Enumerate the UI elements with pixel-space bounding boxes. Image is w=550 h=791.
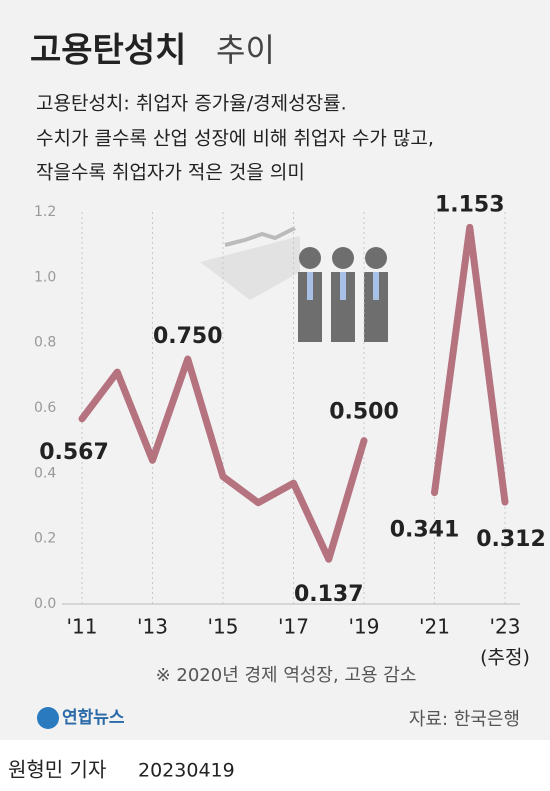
y-tick-label: 1.2 xyxy=(34,204,56,220)
chart-title-suffix: 추이 xyxy=(216,31,275,69)
value-label: 0.500 xyxy=(329,400,399,425)
x-tick-label: '23 xyxy=(490,615,521,639)
x-tick-label: '11 xyxy=(67,615,98,639)
y-tick-label: 0.6 xyxy=(34,400,56,416)
value-label: 0.567 xyxy=(39,440,109,465)
chart-title: 고용탄성치 xyxy=(30,31,186,71)
value-label: 1.153 xyxy=(435,192,505,217)
x-tick-label: '17 xyxy=(278,615,309,639)
date: 20230419 xyxy=(138,760,235,782)
y-tick-label: 0.8 xyxy=(34,335,56,351)
logo-icon xyxy=(37,707,59,729)
x-tick-label: '13 xyxy=(137,615,168,639)
byline: 원형민 기자 xyxy=(8,758,106,782)
subtitle: 고용탄성치: 취업자 증가율/경제성장률. xyxy=(36,93,347,115)
x-tick-label: '15 xyxy=(208,615,239,639)
x-tick-note: (추정) xyxy=(480,647,530,669)
line xyxy=(78,223,509,563)
y-tick-label: 1.0 xyxy=(34,269,56,285)
subtitle: 작을수록 취업자가 적은 것을 의미 xyxy=(36,162,305,184)
y-tick-label: 0.2 xyxy=(34,531,56,547)
value-label: 0.341 xyxy=(390,518,460,543)
y-tick-label: 0.0 xyxy=(34,596,56,612)
value-label: 0.137 xyxy=(294,582,364,607)
value-label: 0.312 xyxy=(476,527,546,552)
y-tick-label: 0.4 xyxy=(34,465,56,481)
note: ※ 2020년 경제 역성장, 고용 감소 xyxy=(156,665,417,686)
subtitle: 수치가 클수록 산업 성장에 비해 취업자 수가 많고, xyxy=(36,128,434,150)
x-tick-label: '19 xyxy=(349,615,380,639)
logo: 연합뉴스 xyxy=(62,707,125,728)
illustration xyxy=(200,226,388,342)
background xyxy=(0,0,550,740)
value-label: 0.750 xyxy=(153,324,223,349)
x-tick-label: '21 xyxy=(419,615,450,639)
source: 자료: 한국은행 xyxy=(409,709,520,730)
